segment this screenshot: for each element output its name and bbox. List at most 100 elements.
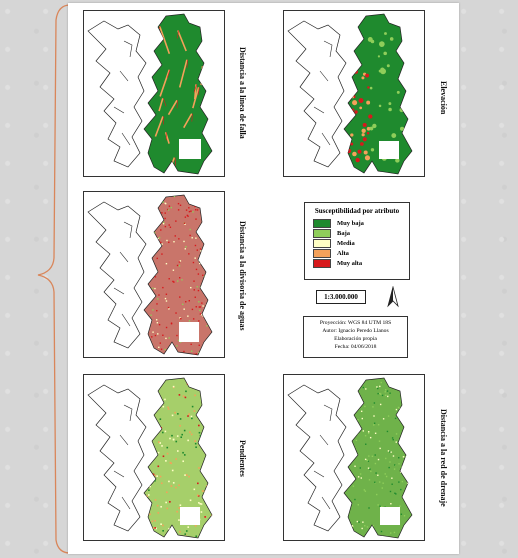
texture-dot xyxy=(179,260,182,262)
texture-dot xyxy=(194,525,197,527)
texture-dot xyxy=(357,428,360,431)
fjord-outline xyxy=(113,40,133,146)
texture-dot xyxy=(355,439,358,442)
texture-dot xyxy=(384,391,386,393)
elevation-spot xyxy=(377,55,381,58)
texture-dot xyxy=(210,250,212,253)
texture-dot xyxy=(381,487,383,489)
texture-dot xyxy=(190,433,193,436)
texture-dot xyxy=(411,445,412,448)
texture-dot xyxy=(171,434,173,437)
texture-dot xyxy=(357,419,359,421)
texture-dot xyxy=(175,458,178,460)
texture-dot xyxy=(158,346,160,349)
texture-dot xyxy=(175,486,177,489)
texture-dot xyxy=(155,538,157,540)
texture-dot xyxy=(193,280,195,282)
texture-dot xyxy=(178,261,181,263)
texture-dot xyxy=(184,533,187,535)
texture-dot xyxy=(196,286,198,288)
texture-dot xyxy=(213,508,215,510)
texture-dot xyxy=(185,301,187,303)
texture-dot xyxy=(150,297,153,299)
texture-dot xyxy=(210,290,212,292)
texture-dot xyxy=(389,490,392,493)
texture-dot xyxy=(364,435,367,437)
texture-dot xyxy=(213,465,215,467)
texture-dot xyxy=(195,268,198,271)
texture-dot xyxy=(198,416,201,419)
texture-dot xyxy=(366,526,369,528)
texture-dot xyxy=(165,337,167,340)
texture-dot xyxy=(164,217,166,220)
texture-dot xyxy=(210,427,212,430)
texture-dot xyxy=(179,504,182,507)
texture-dot xyxy=(183,308,185,310)
texture-dot xyxy=(148,494,150,496)
texture-dot xyxy=(190,286,192,289)
texture-dot xyxy=(174,235,176,237)
texture-dot xyxy=(204,516,206,518)
texture-dot xyxy=(145,271,148,273)
texture-dot xyxy=(198,351,200,354)
texture-dot xyxy=(391,483,393,485)
texture-dot xyxy=(195,306,197,308)
texture-dot xyxy=(179,418,182,420)
coastline-outline xyxy=(287,384,347,532)
legend-row: Alta xyxy=(313,248,409,258)
region-texture xyxy=(344,23,410,163)
texture-dot xyxy=(149,432,152,434)
texture-dot xyxy=(188,210,191,213)
texture-dot xyxy=(379,403,382,406)
texture-dot xyxy=(407,437,410,439)
elevation-spot xyxy=(395,158,400,163)
texture-dot xyxy=(386,390,389,392)
texture-dot xyxy=(163,221,165,224)
texture-dot xyxy=(158,536,160,538)
texture-dot xyxy=(146,461,149,464)
texture-dot xyxy=(192,211,194,213)
texture-dot xyxy=(196,209,199,211)
texture-dot xyxy=(180,436,183,439)
texture-dot xyxy=(152,527,155,529)
texture-dot xyxy=(360,477,362,479)
texture-dot xyxy=(195,218,197,220)
texture-dot xyxy=(156,200,159,202)
texture-dot xyxy=(169,500,171,503)
texture-dot xyxy=(413,404,414,405)
white-area xyxy=(180,507,200,525)
texture-dot xyxy=(144,219,147,222)
texture-dot xyxy=(172,482,175,484)
texture-dot xyxy=(201,261,204,264)
texture-dot xyxy=(411,509,412,512)
texture-dot xyxy=(188,475,190,478)
texture-dot xyxy=(199,262,201,265)
texture-dot xyxy=(150,401,152,404)
texture-dot xyxy=(164,297,167,300)
texture-dot xyxy=(164,398,166,401)
texture-dot xyxy=(150,450,152,453)
fault-line xyxy=(183,113,193,129)
texture-dot xyxy=(200,511,203,513)
map-label-elevacion: Elevación xyxy=(439,81,448,115)
texture-dot xyxy=(389,392,391,394)
texture-dot xyxy=(210,287,212,290)
fault-line-core xyxy=(163,98,167,107)
texture-dot xyxy=(352,455,355,457)
texture-dot xyxy=(168,224,170,226)
elevation-spot xyxy=(372,123,377,129)
texture-dot xyxy=(181,279,183,281)
texture-dot xyxy=(161,431,164,434)
texture-dot xyxy=(405,456,408,459)
texture-dot xyxy=(208,533,211,535)
texture-dot xyxy=(184,474,186,476)
legend-row: Muy baja xyxy=(313,218,409,228)
texture-dot xyxy=(190,415,193,418)
texture-dot xyxy=(368,455,370,457)
texture-dot xyxy=(211,303,212,306)
texture-dot xyxy=(198,234,201,236)
texture-dot xyxy=(199,196,201,198)
texture-dot xyxy=(165,326,168,329)
texture-dot xyxy=(213,247,214,248)
elevation-spot xyxy=(396,90,400,94)
